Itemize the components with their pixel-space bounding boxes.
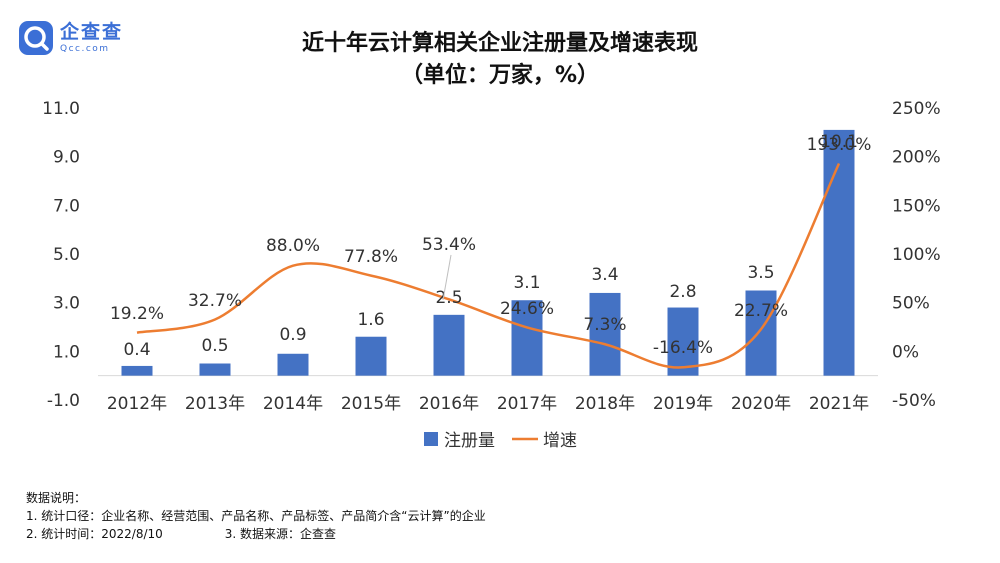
legend-line-label: 增速 bbox=[543, 431, 577, 451]
x-tick-label: 2015年 bbox=[341, 394, 401, 414]
y-left-tick-label: 1.0 bbox=[53, 342, 80, 362]
bar-2016年 bbox=[434, 315, 465, 376]
y-left-tick-label: 9.0 bbox=[53, 148, 80, 168]
y-right-tick-label: 200% bbox=[892, 148, 941, 168]
x-tick-label: 2013年 bbox=[185, 394, 245, 414]
bar-value-label: 2.8 bbox=[669, 282, 696, 302]
x-tick-label: 2018年 bbox=[575, 394, 635, 414]
y-left-tick-label: 11.0 bbox=[42, 99, 80, 119]
bar-value-label: 3.5 bbox=[747, 263, 774, 283]
bar-value-label: 0.5 bbox=[201, 336, 228, 356]
legend-bar-label: 注册量 bbox=[444, 431, 495, 451]
y-left-tick-label: 7.0 bbox=[53, 196, 80, 216]
x-tick-label: 2014年 bbox=[263, 394, 323, 414]
x-tick-label: 2020年 bbox=[731, 394, 791, 414]
bar-2014年 bbox=[278, 354, 309, 376]
legend-bar-swatch bbox=[424, 432, 438, 446]
y-left-tick-label: 5.0 bbox=[53, 245, 80, 265]
x-tick-label: 2021年 bbox=[809, 394, 869, 414]
y-left-tick-label: -1.0 bbox=[47, 391, 80, 411]
y-left-tick-label: 3.0 bbox=[53, 294, 80, 314]
y-right-tick-label: 50% bbox=[892, 294, 930, 314]
y-right-tick-label: -50% bbox=[892, 391, 936, 411]
bar-value-label: 3.4 bbox=[591, 265, 618, 285]
notes-line1: 1. 统计口径：企业名称、经营范围、产品名称、产品标签、产品简介含“云计算”的企… bbox=[26, 507, 486, 525]
x-tick-label: 2017年 bbox=[497, 394, 557, 414]
growth-value-label: -16.4% bbox=[653, 338, 713, 358]
notes-heading: 数据说明： bbox=[26, 489, 486, 507]
bar-value-label: 3.1 bbox=[513, 273, 540, 293]
growth-value-label: 22.7% bbox=[734, 301, 788, 321]
bar-2015年 bbox=[356, 337, 387, 376]
x-tick-label: 2012年 bbox=[107, 394, 167, 414]
bar-2021年 bbox=[824, 130, 855, 376]
bar-value-label: 0.4 bbox=[123, 340, 150, 360]
notes-line2b: 3. 数据来源：企查查 bbox=[225, 527, 336, 541]
growth-value-label: 24.6% bbox=[500, 299, 554, 319]
growth-value-label: 88.0% bbox=[266, 236, 320, 256]
bar-value-label: 1.6 bbox=[357, 310, 384, 330]
bar-2012年 bbox=[122, 366, 153, 376]
growth-value-label: 7.3% bbox=[583, 315, 626, 335]
y-right-tick-label: 0% bbox=[892, 342, 919, 362]
y-right-tick-label: 100% bbox=[892, 245, 941, 265]
growth-value-label: 77.8% bbox=[344, 247, 398, 267]
bar-2013年 bbox=[200, 364, 231, 376]
growth-value-label: 19.2% bbox=[110, 304, 164, 324]
data-notes: 数据说明： 1. 统计口径：企业名称、经营范围、产品名称、产品标签、产品简介含“… bbox=[26, 489, 486, 543]
notes-line2a: 2. 统计时间：2022/8/10 bbox=[26, 527, 163, 541]
y-right-tick-label: 250% bbox=[892, 99, 941, 119]
growth-value-label: 53.4% bbox=[422, 235, 476, 255]
x-tick-label: 2016年 bbox=[419, 394, 479, 414]
growth-line bbox=[137, 163, 839, 367]
growth-value-label: 32.7% bbox=[188, 291, 242, 311]
bar-value-label: 2.5 bbox=[435, 288, 462, 308]
y-right-tick-label: 150% bbox=[892, 196, 941, 216]
x-tick-label: 2019年 bbox=[653, 394, 713, 414]
notes-line2: 2. 统计时间：2022/8/10 3. 数据来源：企查查 bbox=[26, 525, 486, 543]
growth-value-label: 193.0% bbox=[807, 135, 872, 155]
bar-value-label: 0.9 bbox=[279, 325, 306, 345]
